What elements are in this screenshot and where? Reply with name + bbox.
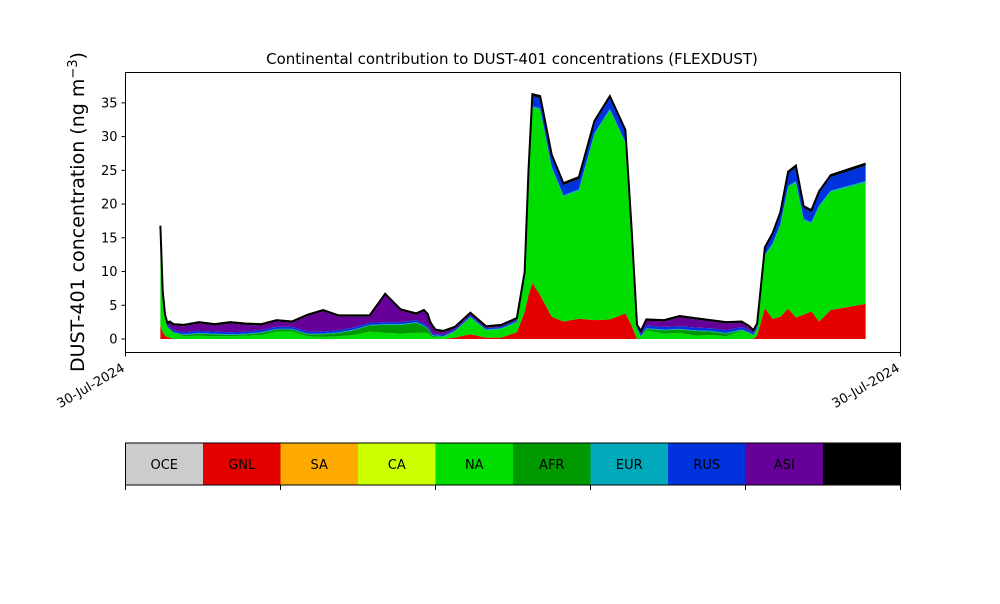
y-tick-label: 0 bbox=[109, 333, 117, 348]
legend-label-na: NA bbox=[465, 458, 484, 473]
chart-title: Continental contribution to DUST-401 con… bbox=[266, 50, 758, 68]
total-outline-line bbox=[159, 92, 866, 333]
plot-frame bbox=[125, 72, 901, 353]
legend-swatch-oce bbox=[125, 443, 204, 485]
stacked-area-layers bbox=[160, 94, 866, 340]
y-axis-label-end: ) bbox=[67, 52, 89, 59]
legend-label-sa: SA bbox=[311, 458, 328, 473]
legend-swatch-aus bbox=[823, 443, 901, 485]
y-tick-label: 35 bbox=[101, 96, 118, 111]
legend-swatch-gnl bbox=[203, 443, 281, 485]
legend-label-oce: OCE bbox=[150, 458, 178, 473]
legend-swatch-eur bbox=[590, 443, 669, 485]
legend-label-ca: CA bbox=[388, 458, 406, 473]
y-tick-label: 15 bbox=[101, 231, 118, 246]
y-tick-label: 30 bbox=[101, 130, 118, 145]
y-tick-label: 5 bbox=[109, 299, 117, 314]
legend-label-asi: ASI bbox=[774, 458, 795, 473]
color-legend-bar: OCE GNL SA CA NA AFR EUR RUS ASI AUS bbox=[125, 442, 901, 490]
legend-label-aus: AUS bbox=[848, 458, 875, 473]
legend-swatch-ca bbox=[358, 443, 436, 485]
y-tick-label: 10 bbox=[101, 265, 118, 280]
legend-label-rus: RUS bbox=[693, 458, 720, 473]
legend-swatch-na bbox=[435, 443, 514, 485]
x-tick-label: 30-Jul-2024 bbox=[830, 361, 903, 412]
legend-swatch-rus bbox=[668, 443, 746, 485]
y-axis-label-superscript: −3 bbox=[66, 59, 81, 78]
y-axis-ticks: 0 5 10 15 20 25 30 35 bbox=[101, 96, 126, 348]
y-tick-label: 25 bbox=[101, 164, 118, 179]
x-tick-label: 30-Jul-2024 bbox=[55, 361, 128, 412]
x-axis-ticks: 30-Jul-2024 30-Jul-2024 bbox=[55, 352, 903, 412]
y-axis-label: DUST-401 concentration (ng m−3) bbox=[66, 52, 89, 372]
area-na bbox=[160, 107, 866, 340]
legend-swatch-sa bbox=[280, 443, 359, 485]
legend-swatch-asi bbox=[745, 443, 824, 485]
legend-frame bbox=[125, 442, 901, 486]
area-gnl bbox=[160, 283, 866, 340]
legend-label-gnl: GNL bbox=[228, 458, 256, 473]
legend-label-afr: AFR bbox=[539, 458, 564, 473]
legend-swatch-afr bbox=[513, 443, 591, 485]
legend-label-eur: EUR bbox=[616, 458, 643, 473]
y-tick-label: 20 bbox=[101, 198, 118, 213]
y-axis-label-main: DUST-401 concentration (ng m bbox=[67, 79, 89, 372]
